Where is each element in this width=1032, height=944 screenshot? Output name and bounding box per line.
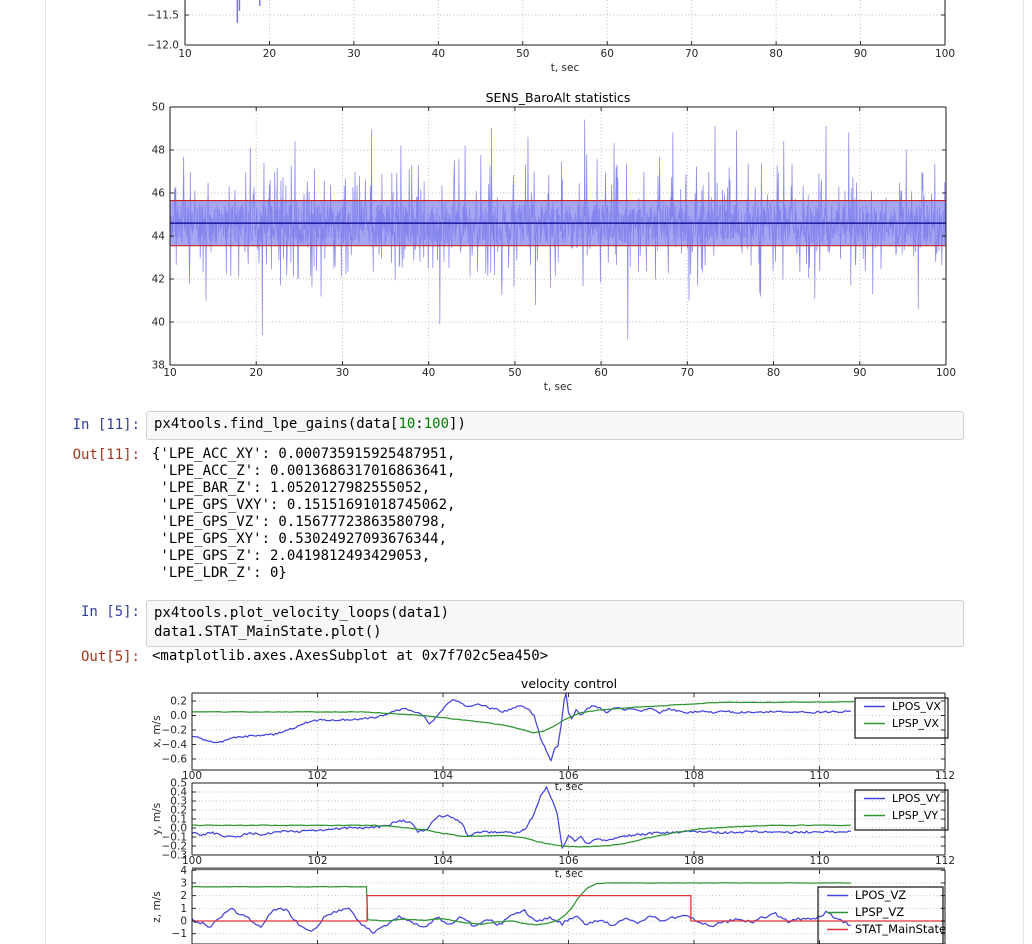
svg-text:0: 0 bbox=[180, 916, 187, 928]
out11-result: {'LPE_ACC_XY': 0.000735915925487951, 'LP… bbox=[152, 446, 456, 581]
in5-prompt: In [5]: bbox=[80, 604, 140, 620]
svg-text:z, m/s: z, m/s bbox=[151, 891, 163, 922]
svg-text:104: 104 bbox=[433, 855, 453, 867]
in5-code-cell[interactable]: px4tools.plot_velocity_loops(data1) data… bbox=[146, 600, 964, 647]
svg-text:102: 102 bbox=[307, 770, 327, 782]
svg-text:0.2: 0.2 bbox=[170, 805, 187, 817]
svg-text:−1: −1 bbox=[172, 928, 187, 940]
in11-code-cell[interactable]: px4tools.find_lpe_gains(data[10:100]) bbox=[146, 411, 964, 440]
svg-text:2: 2 bbox=[180, 890, 187, 902]
svg-text:LPSP_VZ: LPSP_VZ bbox=[855, 905, 904, 919]
out5-result: <matplotlib.axes.AxesSubplot at 0x7f702c… bbox=[152, 648, 549, 664]
svg-text:38: 38 bbox=[152, 360, 165, 372]
svg-text:SENS_BaroAlt statistics: SENS_BaroAlt statistics bbox=[486, 91, 631, 105]
svg-text:LPOS_VZ: LPOS_VZ bbox=[855, 888, 906, 902]
svg-text:−0.4: −0.4 bbox=[162, 739, 188, 751]
svg-text:70: 70 bbox=[681, 367, 694, 379]
svg-text:50: 50 bbox=[516, 48, 529, 60]
svg-text:0.2: 0.2 bbox=[170, 695, 187, 707]
svg-text:106: 106 bbox=[558, 770, 578, 782]
svg-text:t, sec: t, sec bbox=[551, 62, 580, 74]
svg-text:80: 80 bbox=[769, 48, 782, 60]
svg-text:60: 60 bbox=[601, 48, 614, 60]
out11-prompt: Out[11]: bbox=[72, 447, 140, 463]
svg-text:108: 108 bbox=[684, 770, 704, 782]
svg-text:−0.2: −0.2 bbox=[162, 724, 188, 736]
svg-text:30: 30 bbox=[336, 367, 349, 379]
svg-text:−12.0: −12.0 bbox=[147, 40, 179, 52]
svg-text:50: 50 bbox=[152, 102, 165, 114]
svg-text:LPSP_VX: LPSP_VX bbox=[892, 717, 939, 730]
svg-text:LPSP_VY: LPSP_VY bbox=[892, 809, 938, 822]
svg-text:−11.5: −11.5 bbox=[147, 10, 179, 22]
svg-text:20: 20 bbox=[250, 367, 263, 379]
svg-text:112: 112 bbox=[935, 770, 955, 782]
svg-text:3: 3 bbox=[180, 877, 187, 889]
svg-text:80: 80 bbox=[767, 367, 780, 379]
code-line: px4tools.plot_velocity_loops(data1) bbox=[154, 605, 450, 621]
svg-text:104: 104 bbox=[433, 770, 453, 782]
svg-text:112: 112 bbox=[935, 855, 955, 867]
svg-text:46: 46 bbox=[152, 188, 166, 200]
svg-text:40: 40 bbox=[432, 48, 445, 60]
svg-text:−0.1: −0.1 bbox=[162, 832, 188, 844]
svg-text:100: 100 bbox=[935, 48, 955, 60]
svg-text:0.1: 0.1 bbox=[170, 814, 187, 826]
svg-text:LPOS_VY: LPOS_VY bbox=[892, 792, 940, 805]
svg-text:LPOS_VX: LPOS_VX bbox=[892, 700, 941, 713]
svg-text:20: 20 bbox=[263, 48, 276, 60]
svg-text:110: 110 bbox=[809, 855, 829, 867]
svg-text:1: 1 bbox=[180, 903, 187, 915]
svg-text:velocity control: velocity control bbox=[521, 678, 617, 691]
svg-text:60: 60 bbox=[594, 367, 607, 379]
svg-text:10: 10 bbox=[163, 367, 176, 379]
code-line: data1.STAT_MainState.plot() bbox=[154, 624, 382, 640]
svg-text:102: 102 bbox=[307, 855, 327, 867]
svg-text:108: 108 bbox=[684, 855, 704, 867]
svg-text:0.5: 0.5 bbox=[170, 778, 187, 790]
svg-text:t, sec: t, sec bbox=[544, 381, 573, 393]
svg-text:100: 100 bbox=[182, 770, 202, 782]
svg-text:0.4: 0.4 bbox=[170, 787, 187, 799]
svg-text:40: 40 bbox=[152, 317, 165, 329]
svg-text:90: 90 bbox=[854, 48, 867, 60]
svg-text:100: 100 bbox=[182, 855, 202, 867]
svg-text:42: 42 bbox=[152, 274, 165, 286]
svg-text:50: 50 bbox=[508, 367, 521, 379]
svg-text:−0.2: −0.2 bbox=[162, 841, 188, 853]
svg-text:0.3: 0.3 bbox=[170, 796, 187, 808]
svg-text:110: 110 bbox=[809, 770, 829, 782]
svg-text:90: 90 bbox=[853, 367, 866, 379]
svg-text:x, m/s: x, m/s bbox=[151, 715, 163, 747]
svg-text:40: 40 bbox=[422, 367, 435, 379]
svg-text:48: 48 bbox=[152, 145, 165, 157]
in11-prompt: In [11]: bbox=[72, 417, 140, 433]
svg-text:44: 44 bbox=[152, 231, 166, 243]
baroalt-statistics-figure: SENS_BaroAlt statistics 38 40 42 44 46 48 50 10 2… bbox=[152, 91, 956, 393]
svg-text:−0.6: −0.6 bbox=[162, 753, 188, 765]
code-line: px4tools.find_lpe_gains(data[10:100]) bbox=[154, 416, 466, 432]
svg-text:y, m/s: y, m/s bbox=[151, 803, 163, 835]
svg-text:STAT_MainState: STAT_MainState bbox=[855, 922, 946, 936]
svg-text:t, sec: t, sec bbox=[555, 781, 584, 793]
svg-text:0.0: 0.0 bbox=[170, 710, 187, 722]
notebook-container bbox=[45, 0, 1024, 944]
svg-text:100: 100 bbox=[936, 367, 956, 379]
svg-text:10: 10 bbox=[178, 48, 191, 60]
svg-text:t, sec: t, sec bbox=[555, 868, 584, 880]
svg-text:0.0: 0.0 bbox=[170, 823, 187, 835]
svg-text:4: 4 bbox=[180, 865, 187, 877]
svg-text:30: 30 bbox=[347, 48, 360, 60]
svg-text:−0.3: −0.3 bbox=[162, 850, 188, 862]
svg-text:70: 70 bbox=[685, 48, 698, 60]
out5-prompt: Out[5]: bbox=[80, 649, 140, 665]
clipped-top-figure: −11.5 −12.010 20 30 40 50 60 70 80 90 100 t, sec bbox=[147, 0, 955, 74]
svg-text:106: 106 bbox=[558, 855, 578, 867]
